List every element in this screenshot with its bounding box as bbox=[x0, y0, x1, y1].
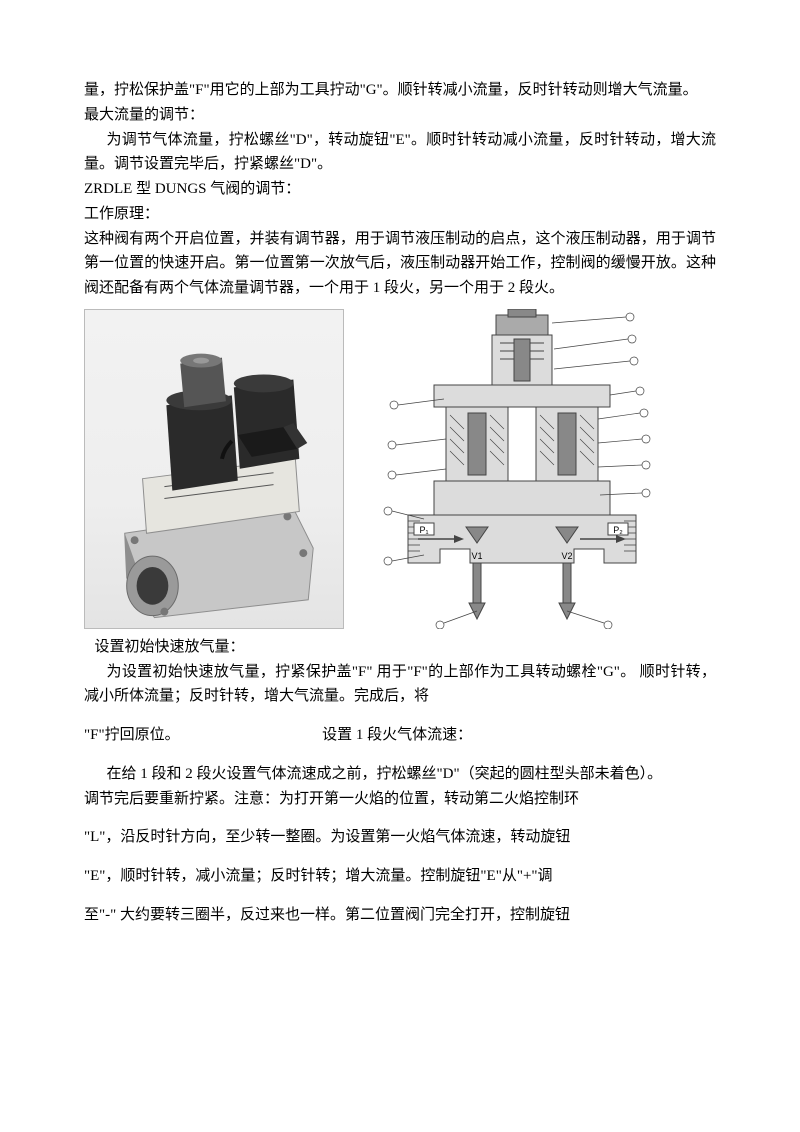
paragraph-initial-fast-2: "F"拧回原位。 设置 1 段火气体流速： bbox=[84, 723, 716, 748]
heading-max-flow: 最大流量的调节： bbox=[84, 103, 716, 128]
paragraph-stage-setup: 在给 1 段和 2 段火设置气体流速成之前，拧松螺丝"D"（突起的圆柱型头部未着… bbox=[84, 762, 716, 787]
valve-cutaway-diagram: P₁ P₂ V1 V2 bbox=[374, 309, 664, 629]
heading-initial-fast: 设置初始快速放气量： bbox=[84, 635, 716, 660]
heading-zrdle: ZRDLE 型 DUNGS 气阀的调节： bbox=[84, 177, 716, 202]
valve-photo bbox=[84, 309, 344, 629]
heading-stage1-speed: 设置 1 段火气体流速： bbox=[322, 727, 472, 743]
paragraph-turns: 至"-" 大约要转三圈半，反过来也一样。第二位置阀门完全打开，控制旋钮 bbox=[84, 903, 716, 928]
paragraph-flow: 量，拧松保护盖"F"用它的上部为工具拧动"G"。顺针转减小流量，反时针转动则增大… bbox=[84, 78, 716, 103]
figure-row: P₁ P₂ V1 V2 bbox=[84, 309, 716, 629]
label-p2: P₂ bbox=[613, 525, 623, 535]
valve-illustration bbox=[85, 310, 343, 628]
paragraph-e-knob: "E"，顺时针转，减小流量；反时针转；增大流量。控制旋钮"E"从"+"调 bbox=[84, 864, 716, 889]
paragraph-max-flow: 为调节气体流量，拧松螺丝"D"，转动旋钮"E"。顺时针转动减小流量，反时针转动，… bbox=[84, 128, 716, 178]
paragraph-retighten: 调节完后要重新拧紧。注意：为打开第一火焰的位置，转动第二火焰控制环 bbox=[84, 787, 716, 812]
text-f-return: "F"拧回原位。 bbox=[84, 727, 180, 743]
label-v1: V1 bbox=[471, 551, 482, 561]
paragraph-principle: 这种阀有两个开启位置，并装有调节器，用于调节液压制动的启点，这个液压制动器，用于… bbox=[84, 227, 716, 301]
paragraph-l-ring: "L"，沿反时针方向，至少转一整圈。为设置第一火焰气体流速，转动旋钮 bbox=[84, 825, 716, 850]
label-v2: V2 bbox=[561, 551, 572, 561]
label-p1: P₁ bbox=[419, 525, 428, 535]
paragraph-initial-fast-1: 为设置初始快速放气量，拧紧保护盖"F" 用于"F"的上部作为工具转动螺栓"G"。… bbox=[84, 660, 716, 710]
heading-principle: 工作原理： bbox=[84, 202, 716, 227]
